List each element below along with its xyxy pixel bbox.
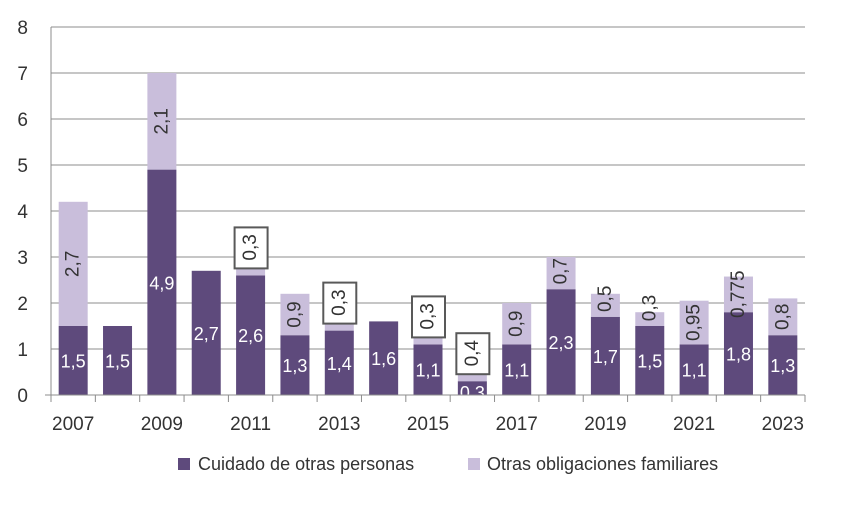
y-tick-label: 6 <box>17 110 28 131</box>
data-label-cuidado: 1,5 <box>105 352 130 372</box>
bar-otras <box>635 312 665 326</box>
data-label-cuidado: 1,3 <box>282 356 307 376</box>
data-label-box <box>322 281 358 325</box>
y-tick-label: 1 <box>17 340 28 361</box>
data-label-otras: 0,775 <box>728 270 749 318</box>
data-label-box <box>233 226 269 270</box>
bar-cuidado <box>58 326 88 395</box>
data-label-cuidado: 1,1 <box>415 361 440 381</box>
y-tick-label: 8 <box>17 18 28 39</box>
bar-cuidado <box>546 289 576 395</box>
x-tick-label: 2021 <box>673 414 715 435</box>
data-label-cuidado: 2,3 <box>549 333 574 353</box>
data-label-otras: 0,3 <box>329 289 350 315</box>
data-label-box <box>455 332 491 376</box>
data-label-cuidado: 4,9 <box>149 273 174 293</box>
data-label-cuidado: 1,3 <box>770 356 795 376</box>
bar-cuidado <box>369 321 399 395</box>
bar-cuidado <box>280 335 310 395</box>
legend-swatch-cuidado <box>178 458 190 470</box>
data-label-cuidado: 1,1 <box>682 361 707 381</box>
data-label-cuidado: 1,8 <box>726 345 751 365</box>
bar-cuidado <box>191 270 221 395</box>
data-label-cuidado: 2,7 <box>194 324 219 344</box>
data-label-otras: 0,9 <box>506 310 527 336</box>
x-tick-label: 2009 <box>141 414 183 435</box>
bar-otras <box>590 293 620 317</box>
bar-cuidado <box>147 169 177 395</box>
data-label-otras: 0,3 <box>418 303 439 329</box>
bar-otras <box>502 303 532 345</box>
y-tick-label: 5 <box>17 156 28 177</box>
bar-cuidado <box>413 344 443 395</box>
x-tick-label: 2015 <box>407 414 449 435</box>
data-label-cuidado: 1,4 <box>327 354 352 374</box>
data-label-cuidado: 1,5 <box>637 352 662 372</box>
legend-label-cuidado: Cuidado de otras personas <box>198 454 414 474</box>
data-label-otras: 0,3 <box>639 295 660 321</box>
data-label-cuidado: 1,7 <box>593 347 618 367</box>
data-label-cuidado: 2,6 <box>238 326 263 346</box>
bar-otras <box>546 257 576 290</box>
bar-cuidado <box>502 344 532 395</box>
x-tick-label: 2023 <box>762 414 804 435</box>
data-label-otras: 2,1 <box>151 108 172 134</box>
x-tick-label: 2013 <box>318 414 360 435</box>
y-tick-label: 4 <box>17 202 28 223</box>
data-label-otras: 0,4 <box>462 340 483 367</box>
y-tick-label: 2 <box>17 294 28 315</box>
data-label-otras: 0,95 <box>684 304 705 341</box>
data-label-cuidado: 1,1 <box>504 361 529 381</box>
bar-otras <box>768 298 798 336</box>
y-tick-label: 3 <box>17 248 28 269</box>
bar-cuidado <box>590 316 620 395</box>
data-label-otras: 0,7 <box>551 258 572 284</box>
bar-otras <box>280 293 310 336</box>
bar-otras <box>147 73 177 170</box>
legend-label-otras: Otras obligaciones familiares <box>487 454 718 474</box>
data-label-otras: 0,5 <box>595 286 616 312</box>
bar-cuidado <box>635 326 665 395</box>
bar-cuidado <box>723 312 753 395</box>
legend: Cuidado de otras personas Otras obligaci… <box>178 454 718 474</box>
bar-cuidado <box>457 381 487 395</box>
data-label-box <box>411 295 446 339</box>
bar-otras <box>58 201 88 326</box>
x-tick-label: 2007 <box>52 414 94 435</box>
data-label-cuidado: 1,6 <box>371 349 396 369</box>
x-tick-label: 2017 <box>496 414 538 435</box>
bar-otras <box>723 276 753 313</box>
x-tick-label: 2011 <box>230 414 271 435</box>
data-label-otras: 0,3 <box>240 234 261 260</box>
y-tick-label: 0 <box>17 386 28 407</box>
data-label-cuidado: 0,3 <box>460 383 485 403</box>
legend-swatch-otras <box>468 458 480 470</box>
bar-cuidado <box>103 326 133 395</box>
data-label-cuidado: 1,5 <box>61 352 86 372</box>
y-tick-label: 7 <box>17 64 28 85</box>
bar-cuidado <box>679 344 709 395</box>
x-tick-label: 2019 <box>584 414 626 435</box>
data-label-otras: 0,9 <box>284 301 305 327</box>
data-label-otras: 2,7 <box>63 251 84 277</box>
bar-cuidado <box>236 275 266 395</box>
bar-cuidado <box>768 335 798 395</box>
bar-otras <box>679 300 709 345</box>
bar-cuidado <box>324 330 354 395</box>
data-label-otras: 0,8 <box>772 304 793 330</box>
